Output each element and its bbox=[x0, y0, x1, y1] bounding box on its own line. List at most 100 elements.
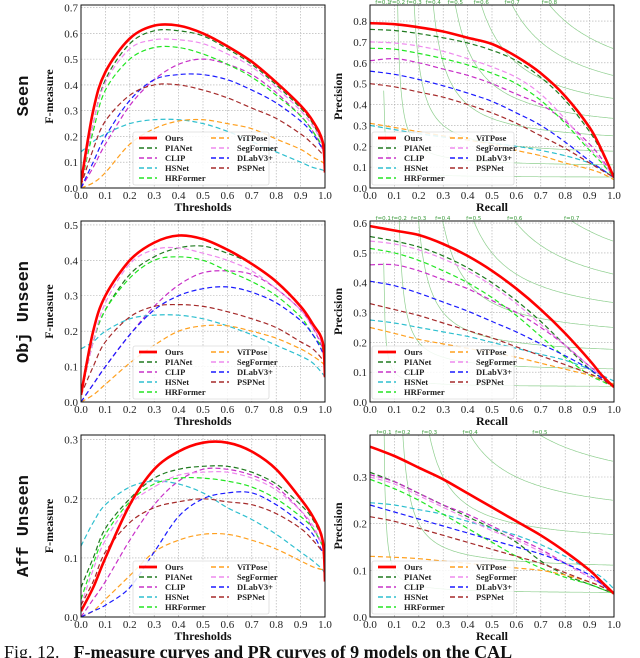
legend-label: SegFormer bbox=[237, 143, 278, 153]
y-tick-label: 0.5 bbox=[64, 220, 78, 232]
series-line-clip bbox=[81, 270, 325, 402]
iso-f-label: f=0.6 bbox=[507, 216, 523, 222]
panel-fmeasure-1: 0.0 0.1 0.2 0.3 0.4 0.5 0.6 0.7 0.8 0.9 1.0 0.0 0.1 0… bbox=[42, 3, 332, 214]
x-tick-label: 1.0 bbox=[318, 404, 332, 416]
iso-f-label: f=0.3 bbox=[407, 0, 423, 6]
series-line-segformer bbox=[81, 471, 325, 606]
legend-label: ViTPose bbox=[237, 562, 268, 572]
series-line-hrformer bbox=[81, 256, 325, 396]
iso-f-label: f=0.1 bbox=[376, 430, 391, 436]
series-line-pspnet bbox=[81, 83, 325, 186]
x-tick-label: 0.6 bbox=[510, 404, 524, 416]
series-line-hrformer bbox=[81, 476, 325, 600]
legend-label: PIANet bbox=[165, 572, 193, 582]
y-axis-label: Precision bbox=[331, 502, 345, 549]
iso-f-label: f=0.3 bbox=[422, 430, 438, 436]
x-tick-label: 0.4 bbox=[172, 190, 186, 202]
series-line-pspnet bbox=[370, 83, 614, 179]
legend-label: ViTPose bbox=[237, 133, 268, 143]
x-tick-label: 0.3 bbox=[436, 404, 450, 416]
legend-label: PSPNet bbox=[476, 592, 504, 602]
y-tick-label: 0.1 bbox=[64, 157, 78, 169]
legend-label: Ours bbox=[404, 347, 423, 357]
legend-label: PIANet bbox=[404, 143, 432, 153]
iso-f-curve bbox=[473, 221, 614, 303]
panel-pr-3: 0.0 0.1 0.2 0.3 0.4 0.5 0.6 0.7 0.8 0.9 1.0 0.0 0.1 0… bbox=[331, 430, 621, 643]
row-label-seen: Seen bbox=[15, 76, 34, 117]
legend-label: DLabV3+ bbox=[476, 582, 512, 592]
iso-f-label: f=0.1 bbox=[376, 216, 391, 222]
series-line-pianet bbox=[370, 28, 614, 178]
series-line-pspnet bbox=[81, 498, 325, 606]
series-line-ours bbox=[370, 224, 614, 389]
x-tick-label: 0.2 bbox=[412, 404, 426, 416]
y-tick-label: 0.3 bbox=[353, 308, 367, 320]
series-line-vitpose bbox=[81, 118, 325, 188]
series-line-vitpose bbox=[81, 532, 325, 617]
series-line-pianet bbox=[81, 28, 325, 186]
y-tick-label: 0.4 bbox=[64, 255, 78, 267]
series-line-ours bbox=[81, 234, 325, 396]
iso-f-label: f=0.5 bbox=[466, 216, 482, 222]
y-tick-label: 0.7 bbox=[353, 37, 367, 49]
x-tick-label: 0.5 bbox=[196, 619, 210, 631]
y-tick-label: 0.2 bbox=[353, 337, 367, 349]
x-tick-label: 0.6 bbox=[221, 619, 235, 631]
caption-text: F-measure curves and PR curves of 9 mode… bbox=[74, 642, 513, 658]
iso-f-curve bbox=[402, 435, 613, 566]
x-tick-label: 1.0 bbox=[607, 190, 621, 202]
series-line-vitpose bbox=[81, 324, 325, 402]
iso-f-label: f=0.4 bbox=[463, 430, 479, 436]
iso-f-label: f=0.2 bbox=[390, 0, 405, 6]
legend-box bbox=[371, 131, 515, 186]
series-line-dlabv3 bbox=[370, 280, 614, 388]
x-tick-label: 0.5 bbox=[485, 619, 499, 631]
y-tick-label: 0.3 bbox=[64, 106, 78, 118]
x-tick-label: 0.4 bbox=[172, 404, 186, 416]
axes-frame bbox=[80, 434, 326, 618]
series-line-pianet bbox=[370, 235, 614, 388]
y-tick-label: 0.1 bbox=[64, 553, 78, 565]
y-tick-label: 0.5 bbox=[64, 54, 78, 66]
y-tick-label: 0.3 bbox=[64, 435, 78, 447]
x-tick-label: 0.2 bbox=[412, 619, 426, 631]
iso-f-label: f=0.4 bbox=[426, 0, 442, 6]
legend-label: SegFormer bbox=[237, 357, 278, 367]
x-tick-label: 0.6 bbox=[221, 190, 235, 202]
x-tick-label: 0.9 bbox=[583, 619, 597, 631]
series-line-segformer bbox=[81, 38, 325, 186]
series-line-ours bbox=[370, 445, 614, 595]
iso-f-curve bbox=[442, 221, 614, 328]
x-axis-label: Recall bbox=[476, 200, 509, 214]
legend-label: Ours bbox=[404, 133, 423, 143]
axes-frame bbox=[369, 220, 615, 403]
iso-f-curve bbox=[432, 5, 614, 137]
iso-f-label: f=0.3 bbox=[411, 216, 427, 222]
y-tick-label: 0.1 bbox=[353, 565, 367, 577]
iso-f-curve bbox=[429, 435, 614, 535]
panel-fmeasure-2: 0.0 0.1 0.2 0.3 0.4 0.5 0.6 0.7 0.8 0.9 1.0 0.0 0.1 0… bbox=[42, 220, 332, 428]
legend-label: DLabV3+ bbox=[237, 582, 273, 592]
x-tick-label: 0.7 bbox=[534, 619, 548, 631]
series-line-segformer bbox=[370, 41, 614, 178]
y-tick-label: 0.0 bbox=[64, 397, 78, 409]
legend-box bbox=[132, 131, 270, 186]
x-tick-label: 0.8 bbox=[558, 619, 572, 631]
legend-label: HSNet bbox=[404, 592, 428, 602]
x-tick-label: 0.5 bbox=[196, 404, 210, 416]
legend-label: PIANet bbox=[404, 572, 432, 582]
iso-f-label: f=0.2 bbox=[395, 430, 410, 436]
x-tick-label: 0.6 bbox=[510, 619, 524, 631]
x-tick-label: 0.4 bbox=[172, 619, 186, 631]
series-line-dlabv3 bbox=[370, 70, 614, 179]
iso-f-label: f=0.7 bbox=[564, 216, 580, 222]
series-line-ours bbox=[81, 440, 325, 612]
x-tick-label: 0.6 bbox=[510, 190, 524, 202]
y-tick-label: 0.1 bbox=[353, 162, 367, 174]
y-tick-label: 0.2 bbox=[353, 141, 367, 153]
x-tick-label: 0.7 bbox=[245, 190, 259, 202]
x-tick-label: 0.2 bbox=[123, 404, 137, 416]
x-tick-label: 0.7 bbox=[534, 190, 548, 202]
x-tick-label: 0.5 bbox=[485, 190, 499, 202]
